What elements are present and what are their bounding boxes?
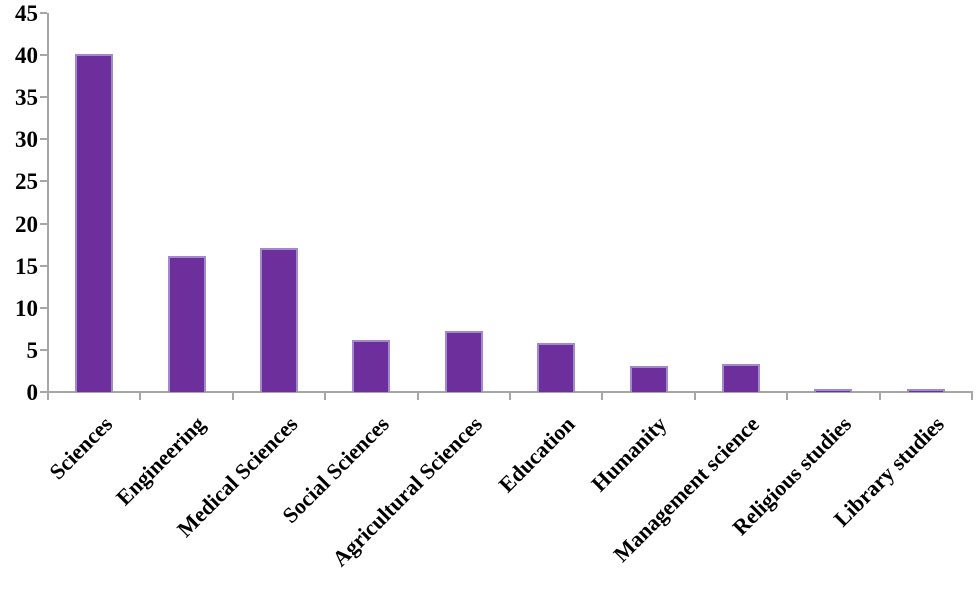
bar-engineering — [167, 255, 206, 392]
y-axis-tick — [40, 138, 47, 141]
bar-sciences — [75, 54, 114, 392]
x-axis-tick — [878, 393, 881, 400]
bar-humanity — [629, 365, 668, 392]
x-axis-category-label: Sciences — [44, 411, 118, 485]
y-axis-tick-label: 20 — [15, 211, 38, 237]
y-axis-tick — [40, 391, 47, 393]
bar-medical-sciences — [260, 247, 298, 392]
x-axis-tick — [324, 393, 327, 400]
x-axis-category-label: Humanity — [586, 411, 672, 497]
y-axis-tick-label: 10 — [15, 295, 38, 321]
x-axis-tick — [601, 393, 604, 400]
x-axis-tick — [971, 393, 973, 400]
y-axis-tick-label: 35 — [15, 85, 38, 111]
x-axis-tick — [231, 393, 234, 400]
bar-library-studies — [906, 388, 945, 392]
y-axis-tick — [40, 264, 47, 267]
x-axis-tick — [693, 393, 696, 400]
y-axis-tick-label: 15 — [15, 253, 38, 279]
x-axis-tick — [509, 393, 511, 400]
y-axis-tick — [40, 180, 47, 183]
bar-education — [537, 343, 576, 392]
x-axis-tick — [139, 393, 142, 400]
bar-social-sciences — [352, 339, 391, 392]
y-axis-tick-label: 40 — [15, 43, 38, 69]
bar-religious-studies — [814, 388, 853, 392]
x-axis-tick — [786, 393, 789, 400]
y-axis-tick-label: 25 — [15, 169, 38, 195]
y-axis-tick-label: 0 — [26, 380, 39, 405]
y-axis-tick-label: 5 — [26, 337, 39, 363]
y-axis-tick — [40, 12, 47, 14]
x-axis-category-label: Engineering — [110, 411, 210, 511]
y-axis-tick — [40, 222, 47, 225]
x-axis-category-label: Education — [493, 411, 580, 498]
y-axis-tick-label: 30 — [15, 127, 38, 153]
bar-agricultural-sciences — [444, 330, 483, 392]
x-axis-tick — [416, 393, 419, 400]
y-axis-tick — [40, 96, 47, 99]
x-axis-line — [47, 391, 973, 393]
y-axis-tick — [40, 348, 47, 351]
y-axis-tick-label: 45 — [15, 1, 38, 26]
bar-management-science — [722, 364, 760, 392]
y-axis-tick — [40, 54, 47, 57]
x-axis-tick — [47, 393, 49, 400]
y-axis-tick — [40, 306, 47, 309]
y-axis-line — [47, 13, 49, 399]
